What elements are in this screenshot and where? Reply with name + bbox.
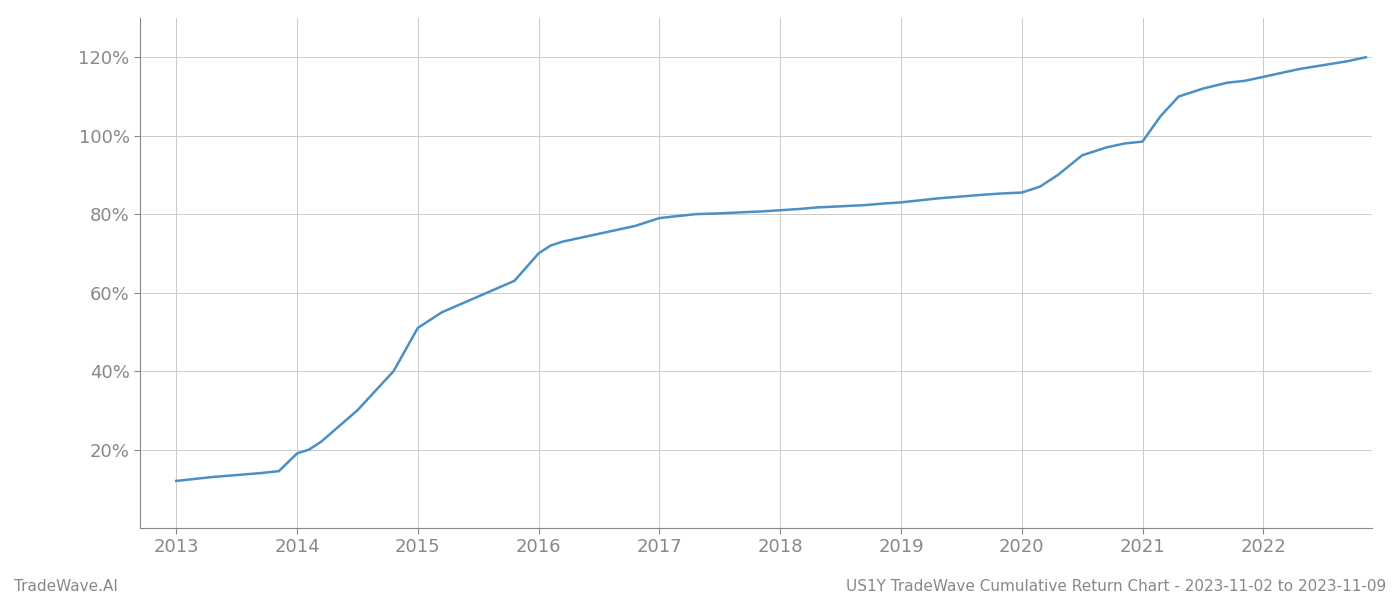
Text: US1Y TradeWave Cumulative Return Chart - 2023-11-02 to 2023-11-09: US1Y TradeWave Cumulative Return Chart -… <box>846 579 1386 594</box>
Text: TradeWave.AI: TradeWave.AI <box>14 579 118 594</box>
